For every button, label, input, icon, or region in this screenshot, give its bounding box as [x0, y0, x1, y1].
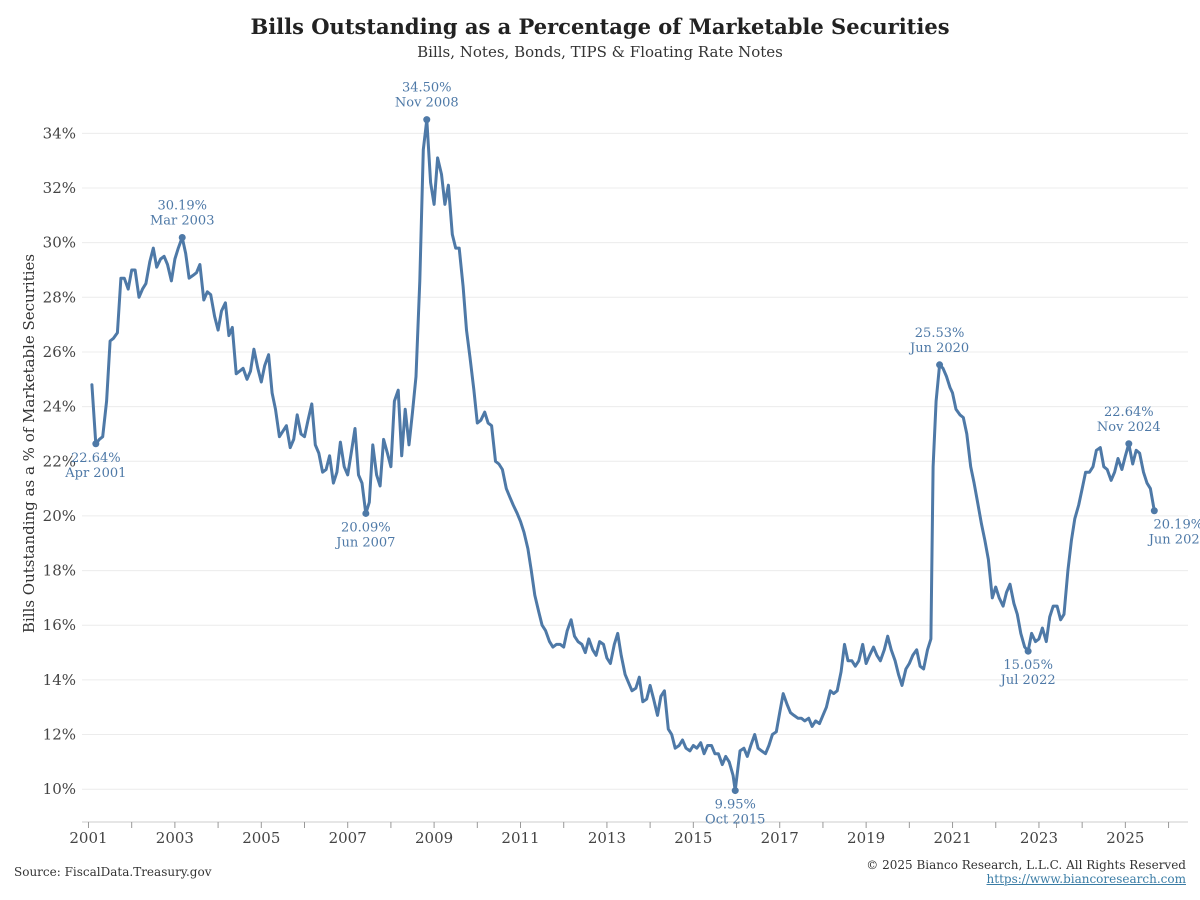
- annotation-marker: [92, 440, 100, 448]
- annotation-value: 30.19%: [157, 198, 207, 213]
- y-tick-label: 20%: [43, 507, 76, 525]
- annotation-date: Nov 2024: [1097, 420, 1161, 435]
- x-tick-label: 2025: [1106, 829, 1144, 847]
- x-tick-label: 2021: [933, 829, 971, 847]
- x-tick-label: 2019: [847, 829, 885, 847]
- annotation-date: Jun 2025: [1147, 533, 1200, 548]
- x-tick-label: 2015: [674, 829, 712, 847]
- annotation-date: Apr 2001: [64, 466, 126, 481]
- x-tick-label: 2005: [242, 829, 280, 847]
- copyright-note: © 2025 Bianco Research, L.L.C. All Right…: [866, 858, 1186, 872]
- annotation-marker: [731, 787, 739, 795]
- chart-title: Bills Outstanding as a Percentage of Mar…: [250, 14, 950, 39]
- y-tick-label: 26%: [43, 343, 76, 361]
- annotation-value: 20.19%: [1154, 518, 1200, 533]
- annotation-date: Jun 2020: [908, 341, 969, 356]
- annotation-value: 22.64%: [1104, 405, 1154, 420]
- y-tick-label: 32%: [43, 179, 76, 197]
- annotation-value: 25.53%: [915, 326, 965, 341]
- y-tick-label: 14%: [43, 671, 76, 689]
- annotation-marker: [1150, 507, 1158, 515]
- y-tick-label: 18%: [43, 562, 76, 580]
- x-tick-label: 2007: [329, 829, 367, 847]
- source-note: Source: FiscalData.Treasury.gov: [14, 865, 212, 879]
- annotation-marker: [1024, 647, 1032, 655]
- annotation-marker: [178, 233, 186, 241]
- x-tick-label: 2001: [69, 829, 107, 847]
- annotation-value: 20.09%: [341, 520, 391, 535]
- annotation-marker: [362, 509, 370, 517]
- annotation-date: Jul 2022: [999, 673, 1056, 688]
- annotation-value: 9.95%: [715, 798, 756, 813]
- y-tick-label: 28%: [43, 288, 76, 306]
- y-tick-label: 10%: [43, 780, 76, 798]
- y-tick-label: 22%: [43, 452, 76, 470]
- annotation-marker: [936, 361, 944, 369]
- y-tick-label: 34%: [43, 124, 76, 142]
- annotation-marker: [1125, 440, 1133, 448]
- annotation-marker: [423, 116, 431, 124]
- annotation-value: 34.50%: [402, 81, 452, 96]
- y-tick-label: 12%: [43, 726, 76, 744]
- chart-subtitle: Bills, Notes, Bonds, TIPS & Floating Rat…: [417, 43, 783, 61]
- website-link[interactable]: https://www.biancoresearch.com: [986, 872, 1186, 886]
- annotation-value: 15.05%: [1003, 658, 1053, 673]
- x-tick-label: 2009: [415, 829, 453, 847]
- annotation-date: Jun 2007: [334, 535, 395, 550]
- y-tick-label: 16%: [43, 616, 76, 634]
- x-tick-label: 2013: [588, 829, 626, 847]
- y-tick-label: 30%: [43, 234, 76, 252]
- annotation-date: Mar 2003: [150, 213, 215, 228]
- annotation-date: Nov 2008: [395, 96, 459, 111]
- x-tick-label: 2003: [156, 829, 194, 847]
- y-tick-label: 24%: [43, 398, 76, 416]
- series-line: [90, 118, 1156, 793]
- x-tick-label: 2017: [761, 829, 799, 847]
- x-tick-label: 2023: [1020, 829, 1058, 847]
- annotation-date: Oct 2015: [705, 813, 765, 828]
- x-tick-label: 2011: [501, 829, 539, 847]
- annotation-value: 22.64%: [71, 451, 121, 466]
- y-axis-label: Bills Outstanding as a % of Marketable S…: [20, 254, 38, 633]
